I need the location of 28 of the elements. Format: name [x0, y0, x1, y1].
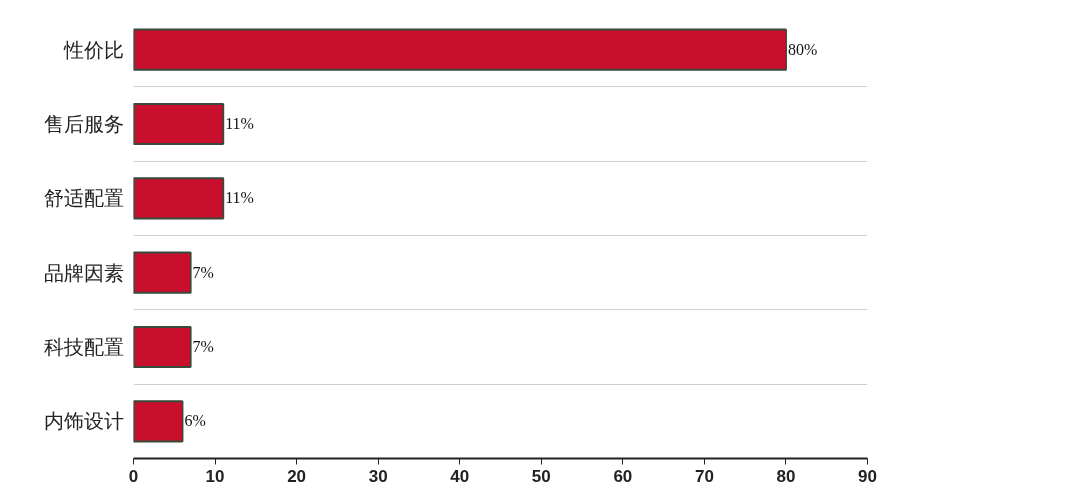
- y-tick-label: 售后服务: [43, 113, 124, 135]
- x-tick-label: 30: [368, 466, 388, 486]
- x-tick-label: 40: [450, 466, 470, 486]
- data-label: 80%: [787, 40, 818, 58]
- bar: [133, 102, 225, 146]
- x-tick-label: 0: [128, 466, 139, 486]
- bar: [133, 400, 184, 443]
- y-tick-label: 舒适配置: [43, 187, 124, 210]
- y-tick-label: 品牌因素: [43, 261, 124, 284]
- x-tick-label: 90: [858, 466, 877, 486]
- bar: [133, 251, 192, 294]
- y-tick-label: 内饰设计: [43, 410, 124, 433]
- x-tick-label: 80: [776, 466, 796, 486]
- x-tick-label: 60: [613, 466, 633, 486]
- y-tick-label: 科技配置: [43, 336, 124, 358]
- bar: [133, 28, 787, 71]
- data-label: 11%: [225, 189, 254, 207]
- data-label: 6%: [184, 412, 206, 430]
- x-tick-label: 10: [205, 466, 225, 486]
- x-tick-label: 20: [287, 466, 307, 486]
- bar: [133, 177, 225, 220]
- x-tick-label: 70: [694, 466, 714, 486]
- data-label: 11%: [225, 115, 254, 132]
- data-label: 7%: [192, 263, 214, 281]
- bar: [133, 325, 192, 369]
- y-tick-label: 性价比: [62, 38, 124, 61]
- data-label: 7%: [192, 338, 214, 355]
- x-tick-label: 50: [531, 466, 551, 486]
